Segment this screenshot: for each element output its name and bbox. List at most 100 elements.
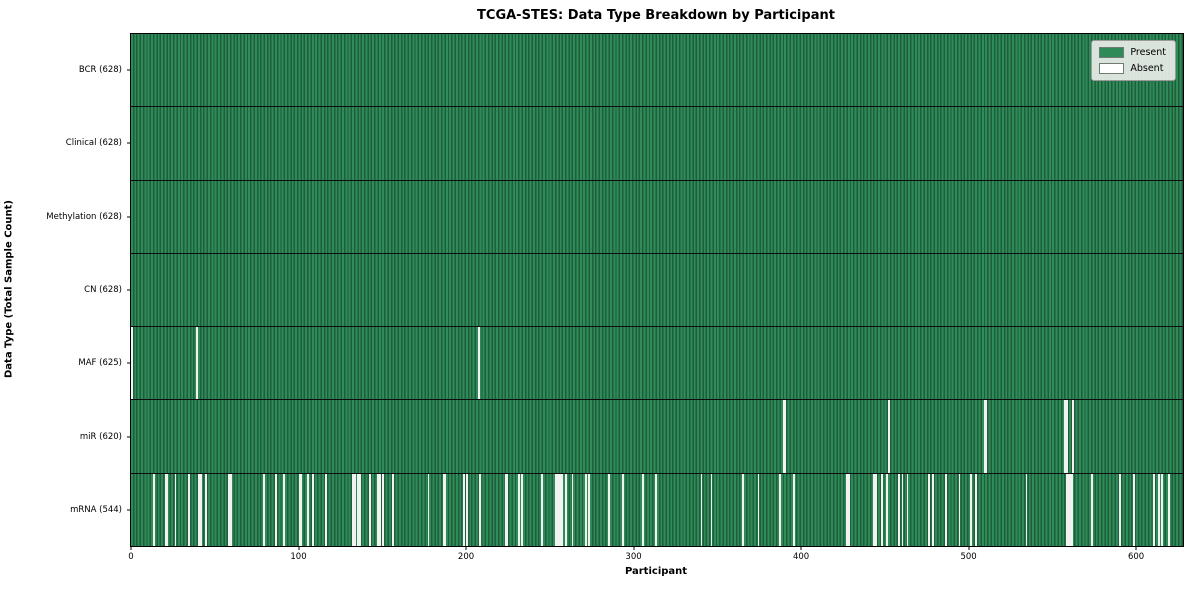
- absent-stripe: [353, 473, 356, 546]
- absent-stripe: [1167, 473, 1170, 546]
- absent-stripe: [928, 473, 931, 546]
- x-tick-label: 500: [960, 552, 977, 562]
- absent-stripe: [352, 473, 354, 546]
- absent-stripe: [477, 327, 480, 400]
- absent-stripe: [873, 473, 875, 546]
- y-tick-mark: [127, 216, 131, 218]
- absent-stripe: [131, 327, 133, 400]
- absent-stripe: [275, 473, 277, 546]
- absent-stripe: [847, 473, 850, 546]
- x-tick-mark: [968, 546, 970, 550]
- x-tick-label: 600: [1127, 552, 1145, 562]
- y-tick-label: miR (620): [79, 431, 122, 442]
- heatmap-row-clinical: Clinical (628): [66, 107, 1183, 181]
- absent-stripe: [198, 473, 200, 546]
- absent-stripe: [1152, 473, 1155, 546]
- absent-stripe: [906, 473, 909, 546]
- absent-stripe: [983, 400, 986, 473]
- x-tick-mark: [800, 546, 802, 550]
- absent-stripe: [300, 473, 303, 546]
- absent-stripe: [1132, 473, 1135, 546]
- absent-stripe: [504, 473, 507, 546]
- absent-stripe: [958, 473, 961, 546]
- y-tick-label: BCR (628): [78, 65, 122, 76]
- absent-stripe: [700, 473, 703, 546]
- absent-stripe: [462, 473, 465, 546]
- absent-stripe: [283, 473, 286, 546]
- y-tick-mark: [127, 69, 131, 71]
- absent-stripe: [784, 400, 787, 473]
- y-axis-label: Data Type (Total Sample Count): [3, 199, 15, 379]
- absent-stripe: [382, 473, 385, 546]
- heatmap-row-bcr: BCR (628): [79, 34, 1183, 108]
- absent-stripe: [1069, 473, 1071, 546]
- absent-stripe: [757, 473, 760, 546]
- absent-stripe: [466, 473, 468, 546]
- absent-stripe: [377, 473, 380, 546]
- absent-stripe: [945, 473, 948, 546]
- absent-stripe: [881, 473, 884, 546]
- absent-stripe: [368, 473, 371, 546]
- absent-swatch-icon: [1099, 63, 1125, 74]
- absent-stripe: [164, 473, 167, 546]
- x-tick-mark: [465, 546, 467, 550]
- absent-stripe: [392, 473, 395, 546]
- x-tick-mark: [130, 546, 132, 550]
- x-tick-label: 100: [290, 552, 307, 562]
- y-tick-label: Methylation (628): [46, 211, 122, 222]
- absent-stripe: [199, 473, 202, 546]
- x-tick-label: 400: [792, 552, 810, 562]
- absent-stripe: [975, 473, 978, 546]
- absent-stripe: [571, 473, 574, 546]
- absent-stripe: [641, 473, 644, 546]
- absent-stripe: [846, 473, 849, 546]
- absent-stripe: [558, 473, 561, 546]
- x-tick-mark: [298, 546, 300, 550]
- absent-stripe: [1090, 473, 1093, 546]
- absent-stripe: [1157, 473, 1160, 546]
- absent-stripe: [985, 400, 988, 473]
- absent-stripe: [311, 473, 314, 546]
- absent-stripe: [792, 473, 795, 546]
- absent-stripe: [898, 473, 901, 546]
- absent-stripe: [306, 473, 309, 546]
- legend-label-present: Present: [1130, 46, 1166, 58]
- present-swatch-icon: [1099, 47, 1125, 58]
- absent-stripe: [782, 400, 785, 473]
- y-tick-mark: [127, 142, 131, 144]
- heatmap-row-maf: MAF (625): [78, 327, 1183, 401]
- absent-stripe: [710, 473, 713, 546]
- chart-title: TCGA-STES: Data Type Breakdown by Partic…: [477, 8, 835, 23]
- absent-stripe: [152, 473, 155, 546]
- absent-stripe: [970, 473, 973, 546]
- absent-stripe: [325, 473, 328, 546]
- absent-stripe: [444, 473, 447, 546]
- absent-stripe: [931, 473, 934, 546]
- absent-stripe: [608, 473, 611, 546]
- absent-stripe: [521, 473, 524, 546]
- absent-stripe: [561, 473, 564, 546]
- x-tick-label: 300: [625, 552, 642, 562]
- x-axis-label: Participant: [624, 566, 688, 577]
- absent-stripe: [479, 473, 482, 546]
- legend: Present Absent: [1091, 40, 1176, 81]
- absent-stripe: [187, 473, 190, 546]
- absent-stripe: [554, 473, 557, 546]
- absent-stripe: [556, 473, 559, 546]
- y-tick-mark: [127, 362, 131, 364]
- absent-stripe: [541, 473, 544, 546]
- absent-stripe: [357, 473, 360, 546]
- x-tick-mark: [1135, 546, 1137, 550]
- absent-stripe: [228, 473, 231, 546]
- absent-stripe: [1025, 473, 1028, 546]
- absent-stripe: [196, 327, 199, 400]
- y-tick-mark: [127, 436, 131, 438]
- absent-stripe: [742, 473, 745, 546]
- x-tick-label: 0: [128, 552, 134, 562]
- absent-stripe: [517, 473, 520, 546]
- absent-stripe: [559, 473, 562, 546]
- y-tick-mark: [127, 289, 131, 291]
- absent-stripe: [174, 473, 177, 546]
- absent-stripe: [298, 473, 301, 546]
